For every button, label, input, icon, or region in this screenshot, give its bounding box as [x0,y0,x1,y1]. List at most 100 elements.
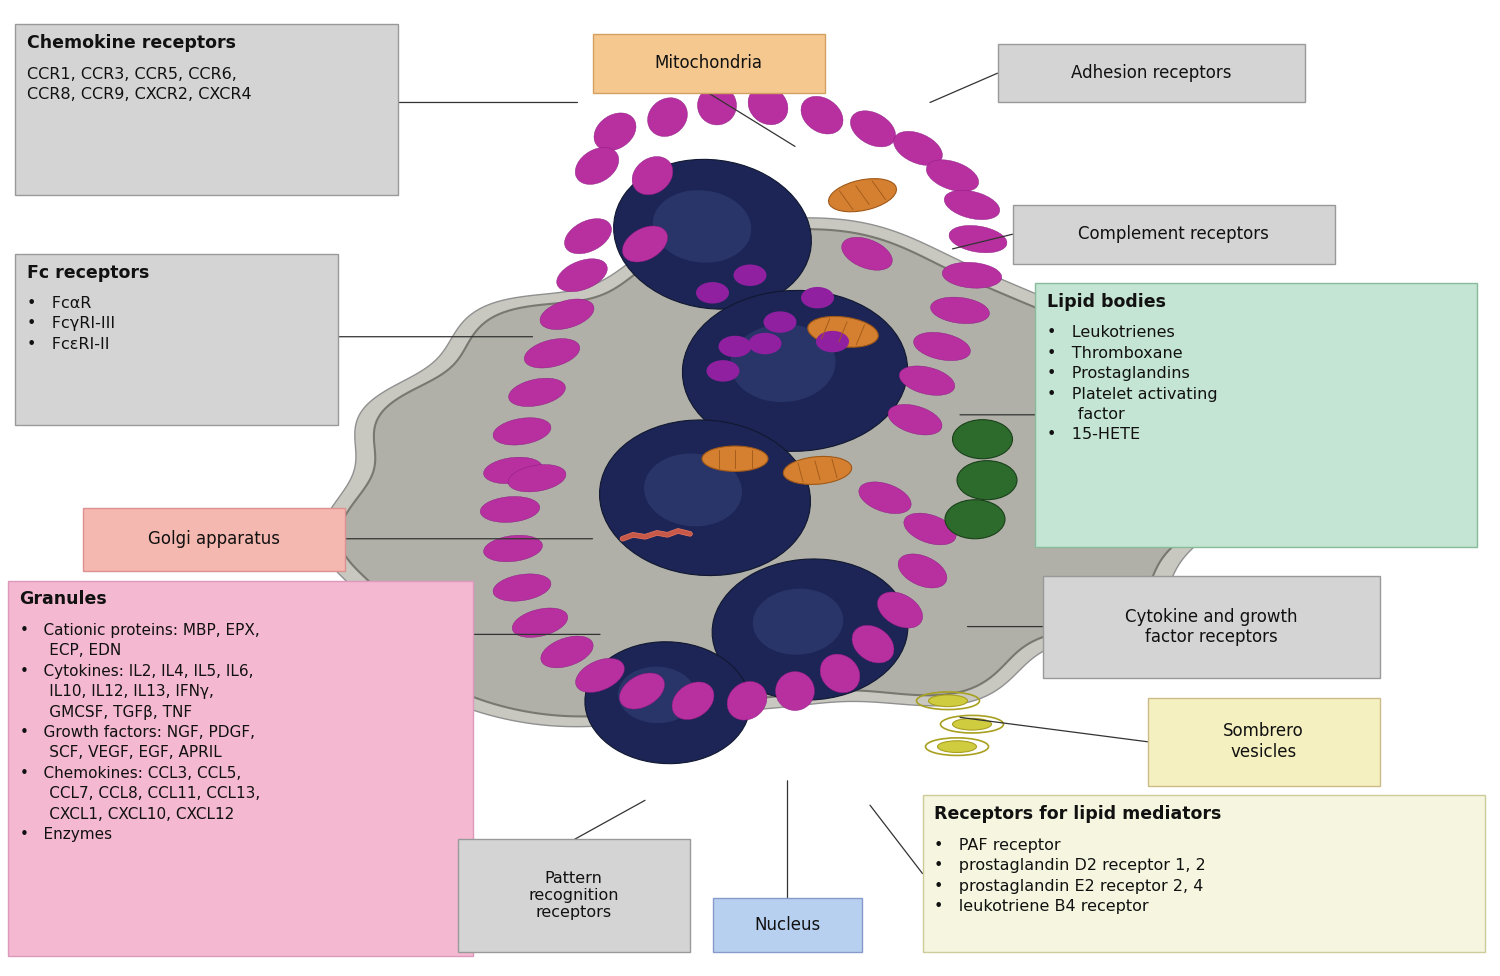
Ellipse shape [682,291,908,451]
Ellipse shape [525,339,579,368]
FancyBboxPatch shape [922,795,1485,952]
FancyBboxPatch shape [1035,283,1478,547]
Ellipse shape [585,642,750,763]
Text: Granules: Granules [20,590,108,608]
Text: Lipid bodies: Lipid bodies [1047,293,1166,310]
Circle shape [748,333,782,354]
Ellipse shape [950,225,1006,253]
Ellipse shape [852,626,894,663]
FancyBboxPatch shape [1042,576,1380,678]
Text: Sombrero
vesicles: Sombrero vesicles [1224,722,1304,761]
Ellipse shape [632,156,674,195]
Ellipse shape [494,418,550,445]
Ellipse shape [930,297,990,324]
Ellipse shape [776,671,814,711]
Ellipse shape [483,457,543,484]
Text: Chemokine receptors: Chemokine receptors [27,34,236,52]
Ellipse shape [753,589,843,655]
Ellipse shape [509,465,566,492]
Ellipse shape [556,259,608,292]
Circle shape [816,331,849,352]
FancyBboxPatch shape [458,839,690,952]
FancyBboxPatch shape [1148,698,1380,786]
FancyBboxPatch shape [15,24,398,195]
Ellipse shape [618,667,696,723]
FancyBboxPatch shape [1013,205,1335,264]
Ellipse shape [600,420,810,576]
Ellipse shape [888,404,942,435]
Ellipse shape [801,97,843,134]
Text: CCR1, CCR3, CCR5, CCR6,
CCR8, CCR9, CXCR2, CXCR4: CCR1, CCR3, CCR5, CCR6, CCR8, CCR9, CXCR… [27,66,252,102]
Ellipse shape [509,378,566,407]
Ellipse shape [828,179,897,212]
Circle shape [952,420,1012,459]
Polygon shape [339,229,1222,716]
Ellipse shape [821,654,860,693]
Ellipse shape [900,366,954,395]
Text: •   Cationic proteins: MBP, EPX,
      ECP, EDN
•   Cytokines: IL2, IL4, IL5, IL: • Cationic proteins: MBP, EPX, ECP, EDN … [20,623,260,842]
Ellipse shape [850,111,895,146]
FancyBboxPatch shape [592,34,825,93]
Ellipse shape [730,324,836,402]
Text: •   FcαR
•   FcγRI-III
•   FcεRI-II: • FcαR • FcγRI-III • FcεRI-II [27,296,116,352]
Text: Receptors for lipid mediators: Receptors for lipid mediators [934,805,1222,823]
Circle shape [764,311,796,333]
FancyBboxPatch shape [15,254,338,425]
Ellipse shape [542,636,592,668]
Ellipse shape [728,681,766,720]
Ellipse shape [842,237,892,270]
Text: Golgi apparatus: Golgi apparatus [147,530,279,549]
Text: Adhesion receptors: Adhesion receptors [1071,64,1232,82]
Ellipse shape [698,86,736,125]
FancyBboxPatch shape [82,508,345,571]
Text: Complement receptors: Complement receptors [1078,225,1269,243]
Ellipse shape [878,592,922,628]
Text: Nucleus: Nucleus [754,915,820,934]
Ellipse shape [513,608,567,637]
Ellipse shape [614,159,812,309]
Ellipse shape [807,316,879,347]
Text: Pattern
recognition
receptors: Pattern recognition receptors [528,871,620,920]
Ellipse shape [712,559,908,700]
Ellipse shape [594,113,636,150]
Circle shape [734,264,766,286]
FancyBboxPatch shape [998,44,1305,102]
Ellipse shape [914,332,970,361]
Text: Cytokine and growth
factor receptors: Cytokine and growth factor receptors [1125,608,1298,646]
Ellipse shape [574,147,620,184]
Ellipse shape [652,190,752,263]
Circle shape [696,282,729,304]
Ellipse shape [483,535,543,562]
Ellipse shape [494,574,550,601]
Ellipse shape [898,554,946,588]
Ellipse shape [644,454,742,526]
Ellipse shape [702,446,768,471]
Circle shape [945,500,1005,539]
Ellipse shape [928,695,968,707]
Text: •   Leukotrienes
•   Thromboxane
•   Prostaglandins
•   Platelet activating
    : • Leukotrienes • Thromboxane • Prostagla… [1047,325,1218,442]
Ellipse shape [945,190,999,220]
Ellipse shape [672,682,714,719]
Ellipse shape [480,497,540,522]
Ellipse shape [748,86,788,125]
Circle shape [706,360,740,382]
Ellipse shape [952,718,992,730]
Circle shape [801,287,834,308]
Ellipse shape [648,98,687,137]
Text: Mitochondria: Mitochondria [654,55,762,72]
Text: Fc receptors: Fc receptors [27,264,150,281]
Ellipse shape [783,457,852,484]
Circle shape [957,461,1017,500]
Polygon shape [320,218,1242,727]
Ellipse shape [904,513,956,545]
FancyBboxPatch shape [712,898,862,952]
Ellipse shape [927,160,978,191]
Ellipse shape [859,482,910,513]
Text: •   PAF receptor
•   prostaglandin D2 receptor 1, 2
•   prostaglandin E2 recepto: • PAF receptor • prostaglandin D2 recept… [934,837,1206,914]
Ellipse shape [622,226,668,262]
Ellipse shape [620,673,664,709]
Ellipse shape [540,299,594,330]
FancyBboxPatch shape [8,581,472,956]
Ellipse shape [942,263,1002,288]
Ellipse shape [564,219,612,254]
